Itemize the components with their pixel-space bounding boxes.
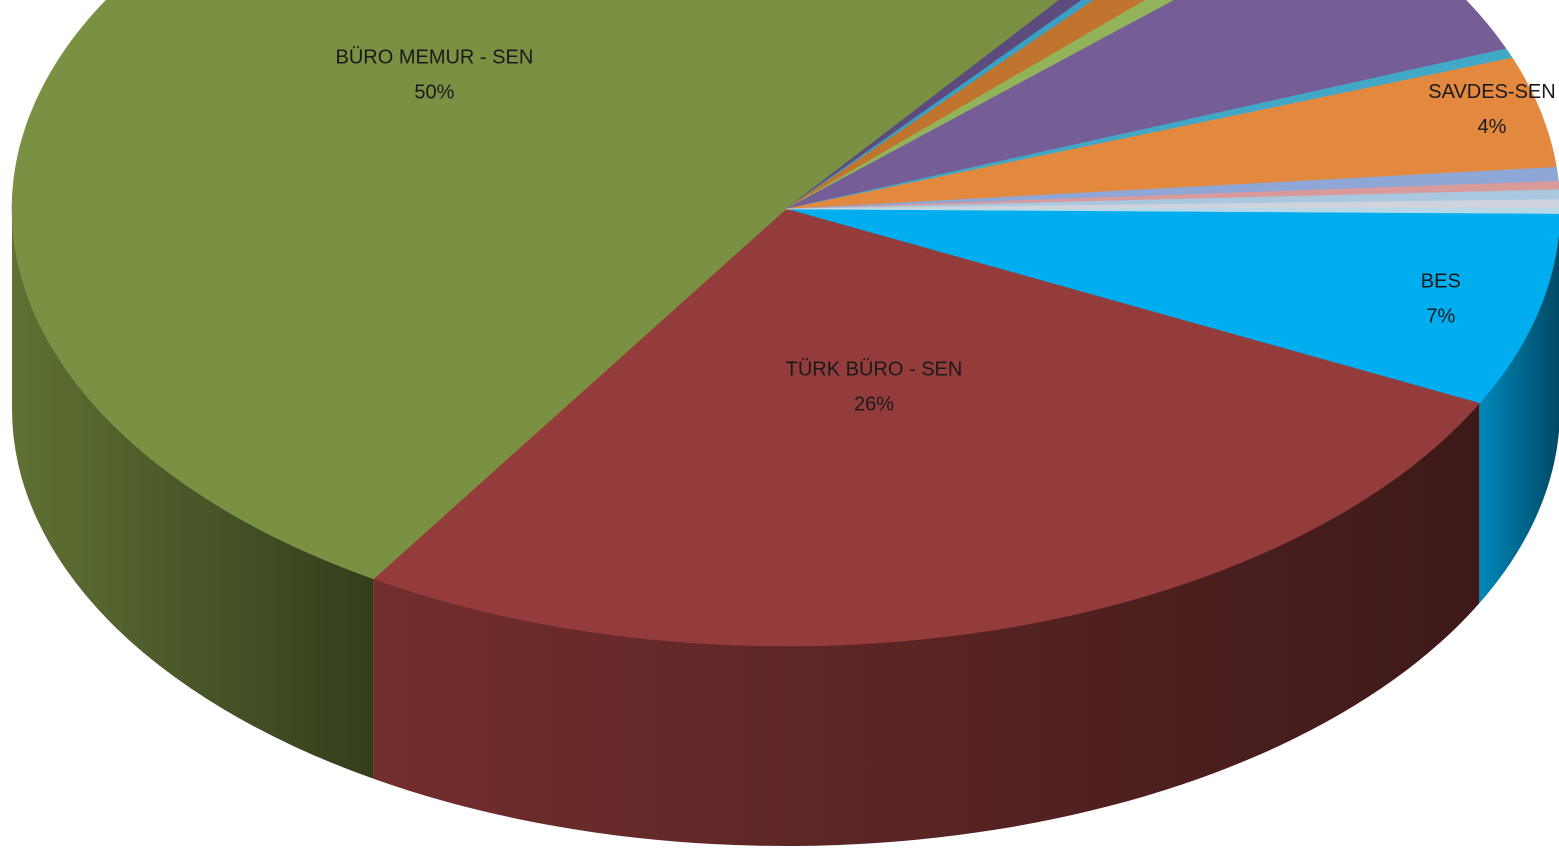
pie-side-turk-buro-sen [373,403,1480,846]
pie-slice-slice-14 [785,207,1559,214]
pie-depth-layer [12,209,1559,846]
label-percent-buro-memur-sen: 50% [414,82,454,104]
label-turk-buro-sen: TÜRK BÜRO - SEN [786,359,963,381]
pie-top-layer [11,0,1559,647]
pie-slice-savdes-sen [785,57,1557,210]
label-percent-savdes-sen: 4% [1478,116,1507,138]
pie-side-buro-memur-sen [12,209,374,779]
label-bes: BES [1421,271,1461,293]
pie-slice-turk-buro-sen [373,208,1480,647]
pie-slice-si-me-sen [785,0,1507,210]
pie-side-bes [1479,230,1559,604]
pie-slice-bes [785,208,1559,404]
label-percent-bes: 7% [1426,306,1455,328]
label-savdes-sen: SAVDES-SEN [1428,81,1555,103]
pie-slice-slice-13 [785,199,1559,210]
label-percent-turk-buro-sen: 26% [854,394,894,416]
pie-slice-slice-12 [785,189,1559,210]
label-buro-memur-sen: BÜRO MEMUR - SEN [335,47,533,69]
pie-label-layer: BES 7% TÜRK BÜRO - SEN 26% BÜRO MEMUR - SEN 5… [335,47,1555,416]
pie-slice-buro-memur-sen [11,0,1060,580]
